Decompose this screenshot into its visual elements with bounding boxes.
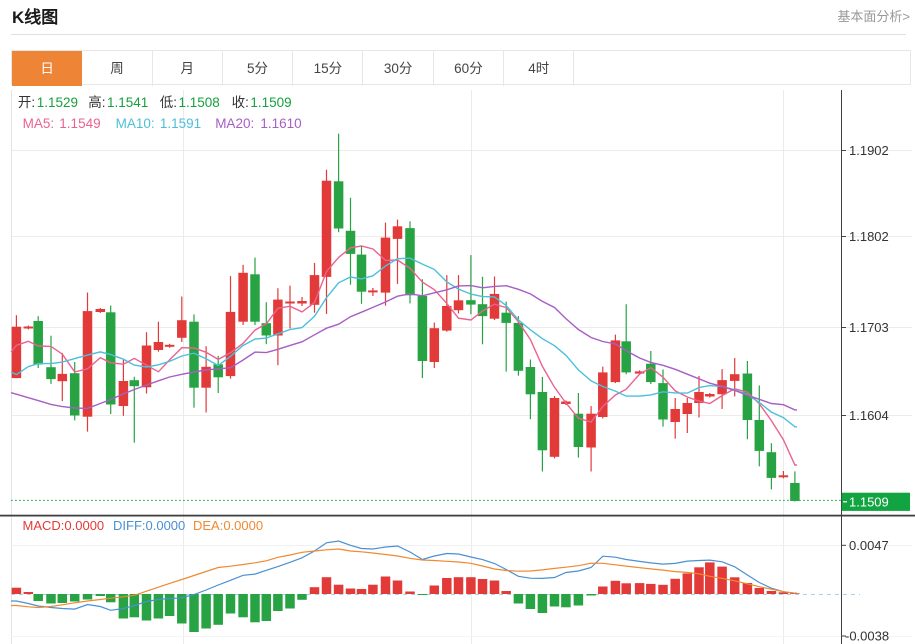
svg-text:1.1703: 1.1703 — [849, 320, 889, 335]
svg-text:1.1802: 1.1802 — [849, 229, 889, 244]
svg-text:1.1549: 1.1549 — [59, 116, 100, 131]
svg-text:1.1591: 1.1591 — [160, 116, 201, 131]
svg-text:开:: 开: — [18, 95, 35, 110]
svg-text:1.1529: 1.1529 — [37, 95, 78, 110]
svg-text:MACD:0.0000: MACD:0.0000 — [23, 518, 105, 533]
svg-text:1.1610: 1.1610 — [260, 116, 301, 131]
svg-text:MA10:: MA10: — [116, 116, 155, 131]
svg-text:MA5:: MA5: — [23, 116, 55, 131]
svg-text:收:: 收: — [232, 95, 249, 110]
svg-text:1.1902: 1.1902 — [849, 143, 889, 158]
svg-text:0.0047: 0.0047 — [849, 538, 889, 553]
svg-text:1.1604: 1.1604 — [849, 408, 889, 423]
svg-text:DIFF:0.0000: DIFF:0.0000 — [113, 518, 185, 533]
svg-text:-0.0038: -0.0038 — [845, 629, 889, 644]
svg-text:1.1509: 1.1509 — [250, 95, 291, 110]
svg-text:1.1541: 1.1541 — [107, 95, 148, 110]
svg-text:DEA:0.0000: DEA:0.0000 — [193, 518, 263, 533]
svg-text:高:: 高: — [88, 94, 105, 110]
svg-text:MA20:: MA20: — [215, 116, 254, 131]
svg-text:低:: 低: — [160, 95, 177, 110]
svg-text:1.1508: 1.1508 — [179, 95, 220, 110]
svg-text:1.1509: 1.1509 — [849, 495, 889, 510]
